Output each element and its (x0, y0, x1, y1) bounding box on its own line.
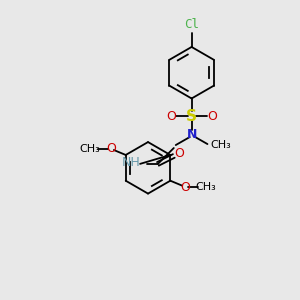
Text: CH₃: CH₃ (80, 144, 101, 154)
Text: CH₃: CH₃ (196, 182, 216, 192)
Text: S: S (186, 109, 197, 124)
Text: O: O (174, 148, 184, 160)
Text: O: O (106, 142, 116, 154)
Text: CH₃: CH₃ (210, 140, 231, 150)
Text: Cl: Cl (184, 18, 199, 31)
Text: NH: NH (121, 156, 140, 170)
Text: N: N (186, 128, 197, 141)
Text: O: O (180, 181, 190, 194)
Text: O: O (166, 110, 176, 123)
Text: O: O (208, 110, 218, 123)
